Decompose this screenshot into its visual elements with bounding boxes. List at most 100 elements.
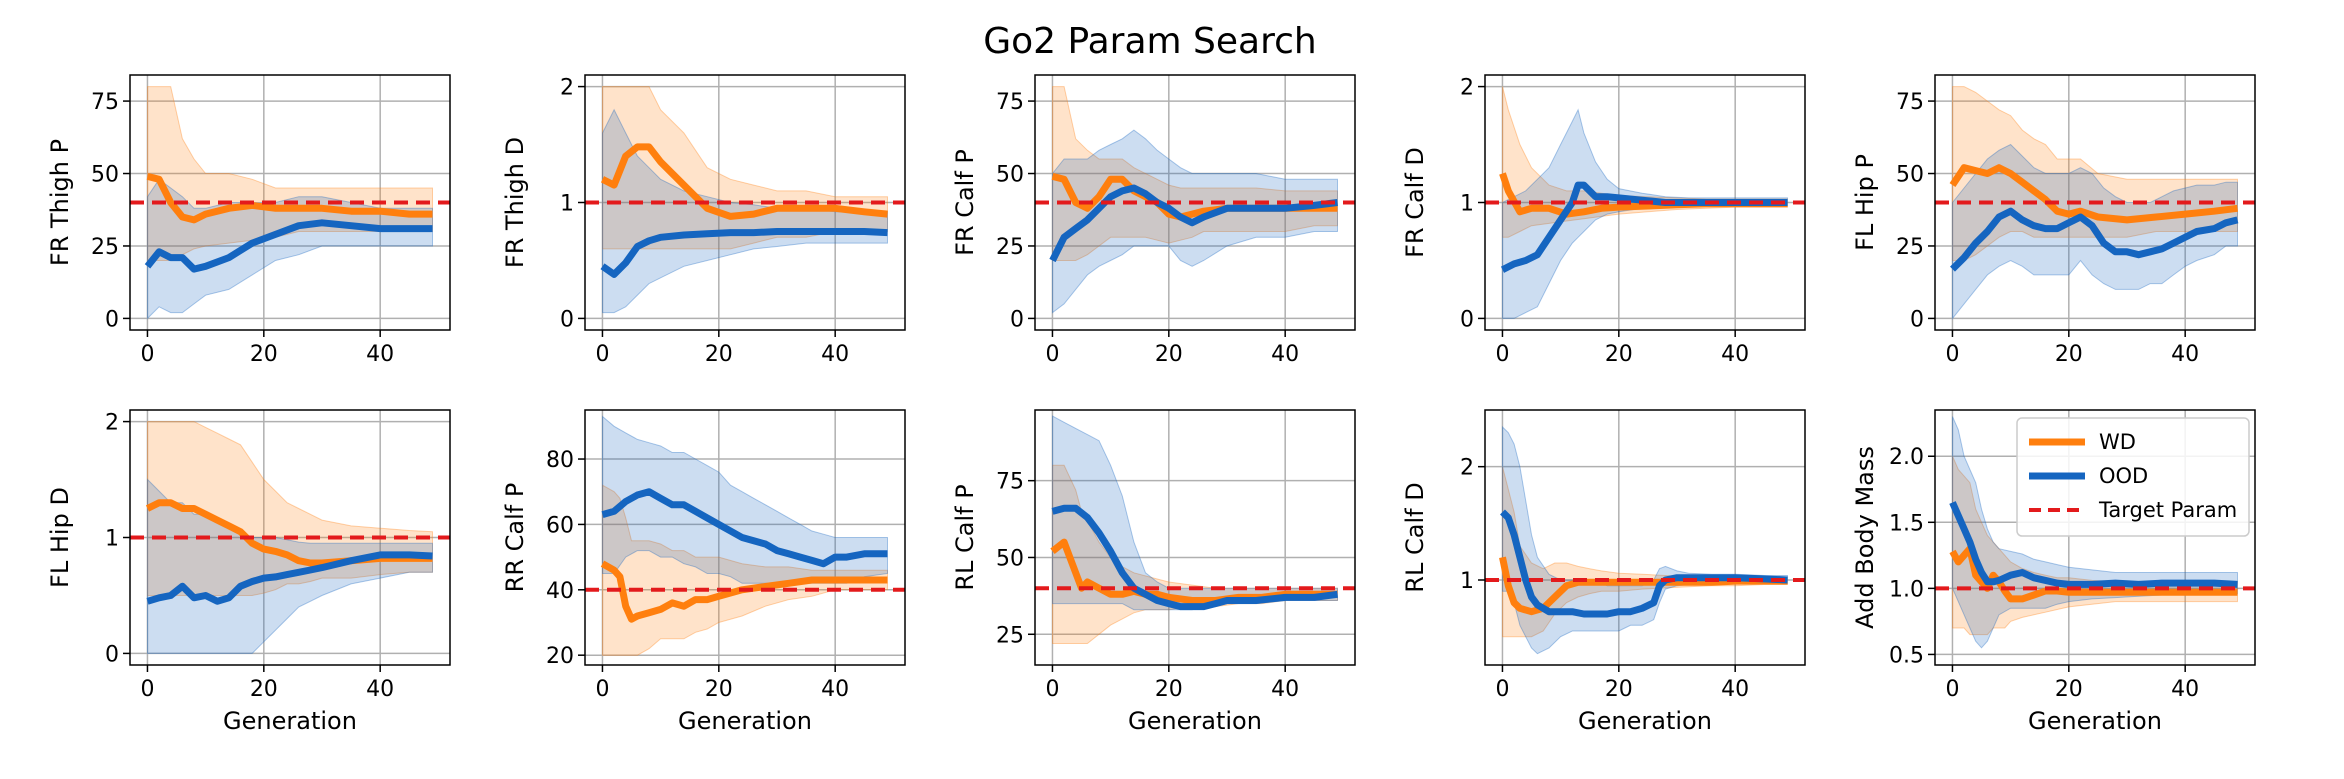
y-tick-label: 1	[1460, 192, 1474, 217]
plot-area	[1485, 425, 1805, 655]
series-line-wd	[600, 143, 888, 220]
series-line-wd	[1949, 164, 2238, 224]
x-tick-label: 0	[1495, 342, 1509, 367]
x-tick-label: 0	[595, 342, 609, 367]
legend-label: OOD	[2099, 464, 2148, 488]
y-tick-label: 0	[560, 307, 574, 332]
y-tick-label: 75	[1896, 90, 1924, 115]
y-tick-label: 0.5	[1889, 643, 1924, 668]
x-tick-label: 0	[140, 677, 154, 702]
y-tick-label: 2	[1460, 76, 1474, 101]
y-axis-label: FL Hip D	[46, 487, 74, 588]
plot-area	[585, 415, 905, 656]
band-ood	[1052, 415, 1338, 611]
x-tick-label: 0	[140, 342, 154, 367]
x-tick-label: 40	[2171, 342, 2199, 367]
series-line-wd	[146, 173, 433, 224]
x-tick-label: 20	[2055, 677, 2083, 702]
series-line-wd	[1499, 556, 1788, 616]
plot-area	[1935, 416, 2255, 649]
y-axis-label: FR Calf D	[1401, 147, 1429, 258]
y-axis-label: FR Calf P	[951, 149, 979, 256]
series-line-ood	[600, 228, 888, 278]
axes-frame	[1484, 409, 1806, 666]
figure-title: Go2 Param Search	[983, 21, 1316, 62]
series-line-ood	[1500, 509, 1788, 618]
y-axis-label: RL Calf P	[951, 484, 979, 590]
y-axis-label: RL Calf D	[1401, 482, 1429, 592]
y-axis-label: FL Hip P	[1851, 154, 1879, 251]
y-tick-label: 0	[1910, 307, 1924, 332]
x-tick-label: 40	[2171, 677, 2199, 702]
band-ood	[602, 415, 888, 584]
band-ood	[602, 108, 888, 314]
y-tick-label: 25	[996, 235, 1024, 260]
axes-frame	[129, 74, 451, 331]
subplot-9: 0 20 40 1 2 RL Calf D Generation	[1401, 409, 1806, 735]
x-tick-label: 0	[1495, 677, 1509, 702]
legend: WD OOD Target Param	[2016, 417, 2250, 537]
series-line-wd	[1949, 545, 2238, 603]
y-tick-label: 2.0	[1889, 445, 1924, 470]
y-tick-label: 2	[1460, 456, 1474, 481]
y-tick-label: 50	[996, 163, 1024, 188]
axes-frame	[1034, 409, 1356, 666]
series-line-ood	[146, 551, 433, 605]
x-tick-label: 0	[595, 677, 609, 702]
plot-area	[1935, 86, 2255, 320]
plot-area	[1035, 86, 1355, 314]
y-tick-label: 75	[996, 90, 1024, 115]
x-tick-label: 20	[250, 677, 278, 702]
series-line-ood	[144, 219, 433, 273]
subplot-1: 0 20 40 0 25 50 75 FR Thigh P	[46, 74, 451, 367]
plot-area	[585, 86, 905, 314]
x-tick-label: 20	[705, 677, 733, 702]
y-tick-label: 80	[546, 448, 574, 473]
x-tick-label: 0	[1945, 677, 1959, 702]
y-tick-label: 1.5	[1889, 511, 1924, 536]
x-tick-label: 20	[1605, 342, 1633, 367]
x-tick-label: 0	[1045, 342, 1059, 367]
x-tick-label: 0	[1945, 342, 1959, 367]
x-tick-label: 20	[1155, 342, 1183, 367]
y-tick-label: 0	[105, 642, 119, 667]
series-line-ood	[1051, 504, 1338, 611]
y-tick-label: 1	[1460, 569, 1474, 594]
series-line-ood	[1949, 501, 2238, 588]
subplot-4: 0 20 40 0 1 2 FR Calf D	[1401, 74, 1806, 367]
x-tick-label: 20	[250, 342, 278, 367]
axes-frame	[1934, 74, 2256, 331]
x-tick-label: 20	[1155, 677, 1183, 702]
plot-area	[130, 421, 450, 654]
y-axis-label: RR Calf P	[501, 483, 529, 593]
y-tick-label: 0	[105, 307, 119, 332]
x-tick-label: 0	[1045, 677, 1059, 702]
x-tick-label: 40	[821, 342, 849, 367]
x-tick-label: 40	[366, 677, 394, 702]
y-tick-label: 25	[996, 623, 1024, 648]
y-axis-label: Add Body Mass	[1851, 446, 1879, 629]
x-axis-label: Generation	[1128, 707, 1262, 735]
x-tick-label: 40	[1721, 342, 1749, 367]
subplot-2: 0 20 40 0 1 2 FR Thigh D	[501, 74, 906, 367]
subplot-10: 0 20 40 0.5 1.0 1.5 2.0 Add Body Mass Generation	[1851, 409, 2256, 735]
subplot-6: 0 20 40 0 1 2 FL Hip D Generation	[46, 409, 451, 735]
x-tick-label: 40	[366, 342, 394, 367]
y-tick-label: 1	[105, 527, 119, 552]
subplot-5: 0 20 40 0 25 50 75 FL Hip P	[1851, 74, 2256, 367]
x-tick-label: 20	[1605, 677, 1633, 702]
y-tick-label: 25	[91, 235, 119, 260]
y-axis-label: FR Thigh P	[46, 139, 74, 266]
subplot-8: 0 20 40 25 50 75 RL Calf P Generation	[951, 409, 1356, 735]
y-tick-label: 1	[560, 192, 574, 217]
series-line-ood	[601, 488, 888, 568]
band-wd	[602, 484, 888, 656]
y-tick-label: 2	[560, 76, 574, 101]
x-tick-label: 20	[705, 342, 733, 367]
x-tick-label: 40	[821, 677, 849, 702]
y-tick-label: 50	[91, 163, 119, 188]
y-tick-label: 20	[546, 644, 574, 669]
